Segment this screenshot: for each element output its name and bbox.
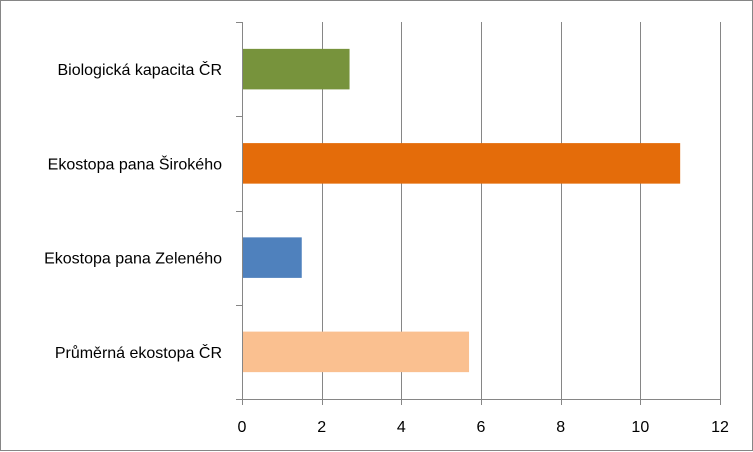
bars — [242, 48, 681, 373]
category-label: Ekostopa pana Širokého — [48, 154, 222, 173]
axes — [236, 22, 721, 405]
bar — [242, 237, 302, 278]
category-labels: Biologická kapacita ČR Ekostopa pana Širo… — [44, 60, 222, 362]
bar — [242, 48, 350, 90]
x-tick-label: 8 — [556, 419, 565, 436]
bar — [242, 331, 470, 373]
category-label: Průměrná ekostopa ČR — [55, 343, 222, 362]
x-tick-label: 6 — [477, 419, 486, 436]
bar — [242, 143, 681, 184]
x-tick-label: 10 — [631, 419, 649, 436]
tick-labels: 0 2 4 6 8 10 12 — [238, 419, 729, 436]
category-label: Biologická kapacita ČR — [57, 60, 222, 79]
x-tick-label: 12 — [711, 419, 729, 436]
x-tick-label: 4 — [397, 419, 406, 436]
x-tick-label: 2 — [317, 419, 326, 436]
category-label: Ekostopa pana Zeleného — [44, 251, 222, 268]
x-tick-label: 0 — [238, 419, 247, 436]
